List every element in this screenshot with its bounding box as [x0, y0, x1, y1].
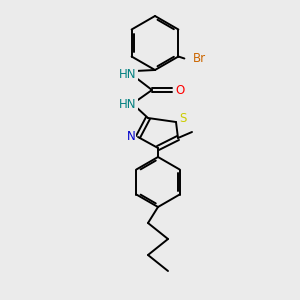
Text: Br: Br — [192, 52, 206, 65]
Text: N: N — [127, 130, 135, 143]
Text: O: O — [176, 83, 184, 97]
Text: HN: HN — [119, 98, 137, 110]
Text: HN: HN — [119, 68, 137, 82]
Text: S: S — [179, 112, 187, 124]
